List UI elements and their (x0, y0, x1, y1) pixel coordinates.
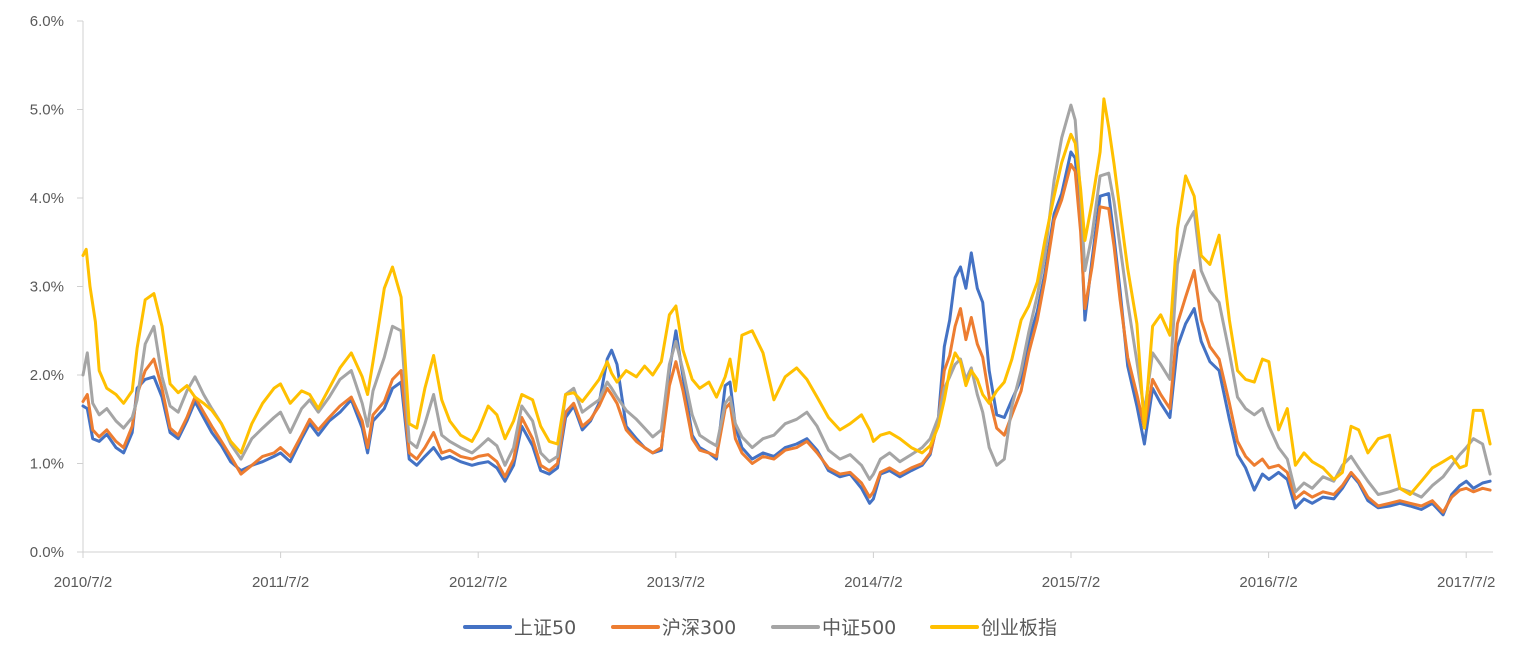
x-tick-label: 2015/7/2 (1042, 574, 1100, 591)
y-tick-label: 6.0% (30, 13, 64, 30)
y-tick-label: 3.0% (30, 279, 64, 296)
x-tick-label: 2012/7/2 (449, 574, 507, 591)
x-tick-label: 2010/7/2 (54, 574, 112, 591)
series-line-0 (81, 150, 1492, 517)
series-line-2 (81, 103, 1492, 499)
y-tick-label: 2.0% (30, 367, 64, 384)
y-tick-label: 1.0% (30, 456, 64, 473)
legend-label-1: 沪深300 (662, 617, 736, 639)
legend-label-3: 创业板指 (981, 617, 1057, 639)
y-tick-label: 0.0% (30, 544, 64, 561)
y-tick-label: 4.0% (30, 190, 64, 207)
x-tick-label: 2014/7/2 (844, 574, 902, 591)
legend-label-2: 中证500 (822, 617, 896, 639)
x-axis: 2010/7/2 2011/7/2 2012/7/2 2013/7/2 2014/7/2… (54, 551, 1495, 591)
legend-label-0: 上证50 (514, 617, 576, 639)
y-tick-label: 5.0% (30, 102, 64, 119)
x-tick-label: 2017/7/2 (1437, 574, 1495, 591)
x-tick-label: 2011/7/2 (252, 574, 309, 591)
x-tick-label: 2013/7/2 (647, 574, 705, 591)
series-lines (81, 97, 1492, 517)
legend: 上证50 沪深300 中证500 创业板指 (463, 617, 1057, 639)
x-tick-label: 2016/7/2 (1239, 574, 1297, 591)
y-axis: 0.0% 1.0% 2.0% 3.0% 4.0% 5.0% 6.0% (30, 13, 84, 561)
series-line-3 (81, 97, 1492, 496)
series-line-1 (81, 162, 1492, 514)
